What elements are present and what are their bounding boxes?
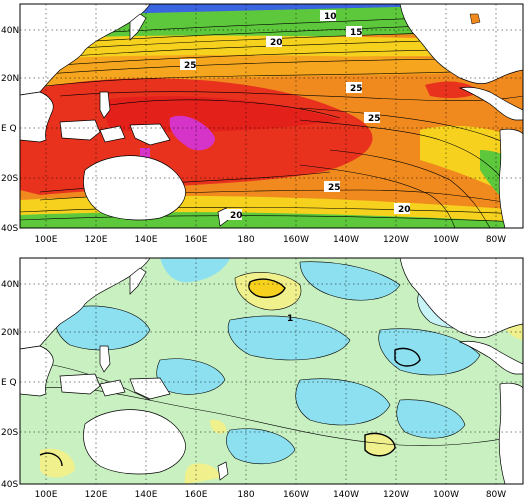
lat-tick: 40S: [1, 480, 18, 490]
lon-tick: 100W: [433, 490, 459, 500]
lat-tick: 40N: [1, 280, 19, 290]
bottom-land: [20, 258, 523, 484]
lon-tick: 140W: [333, 235, 359, 245]
bottom-contour-labels: 1: [287, 314, 293, 324]
lon-tick: 120W: [383, 490, 409, 500]
contour-label: 25: [328, 183, 341, 193]
contour-label: 20: [398, 205, 411, 215]
lat-tick: 20N: [1, 74, 19, 84]
lat-tick: 20N: [1, 328, 19, 338]
lon-tick: 180: [237, 490, 254, 500]
top-land: [20, 4, 523, 228]
lon-tick: 100E: [35, 235, 58, 245]
lat-tick: 20S: [1, 428, 18, 438]
lat-tick: E Q: [1, 378, 17, 388]
lon-tick: 80W: [486, 490, 506, 500]
lon-tick: 160E: [185, 490, 208, 500]
lon-tick: 120E: [85, 490, 108, 500]
bottom-lat-ticks: 40N 20N E Q 20S 40S: [1, 280, 19, 490]
lon-tick: 160W: [283, 490, 309, 500]
lon-tick: 160W: [283, 235, 309, 245]
bottom-map: 1 40N 20N E Q 20S 40S 100E 120E 140E 160…: [1, 257, 524, 500]
top-lon-ticks: 100E 120E 140E 160E 180 160W 140W 120W 1…: [35, 235, 507, 245]
top-lat-ticks: 40N 20N E Q 20S 40S: [1, 26, 19, 234]
top-gridlines: [20, 4, 523, 228]
contour-label: 20: [270, 38, 283, 48]
contour-label: 25: [350, 84, 363, 94]
lat-tick: 40N: [1, 26, 19, 36]
top-map: 10 15 20 25 25 25 25 20 20 40N 20N E Q 2…: [1, 3, 524, 245]
contour-label: 20: [230, 211, 243, 221]
lon-tick: 180: [237, 235, 254, 245]
lon-tick: 140W: [333, 490, 359, 500]
lon-tick: 80W: [486, 235, 506, 245]
contour-label: 15: [350, 28, 363, 38]
lon-tick: 140E: [135, 490, 158, 500]
top-map-panel: 10 15 20 25 25 25 25 20 20 40N 20N E Q 2…: [1, 3, 524, 245]
contour-label: 25: [184, 61, 197, 71]
lon-tick: 120W: [383, 235, 409, 245]
bottom-map-field: [20, 258, 523, 484]
bottom-lon-ticks: 100E 120E 140E 160E 180 160W 140W 120W 1…: [35, 490, 507, 500]
contour-label: 10: [324, 12, 337, 22]
top-map-frame: [19, 3, 524, 229]
lon-tick: 140E: [135, 235, 158, 245]
lon-tick: 160E: [185, 235, 208, 245]
lat-tick: 20S: [1, 174, 18, 184]
contour-label: 25: [368, 114, 381, 124]
lon-tick: 120E: [85, 235, 108, 245]
top-contour-labels: 10 15 20 25 25 25 25 20 20: [180, 10, 411, 221]
lon-tick: 100W: [433, 235, 459, 245]
bottom-map-panel: 1 40N 20N E Q 20S 40S 100E 120E 140E 160…: [0, 250, 527, 500]
bottom-map-frame: [19, 257, 524, 485]
bottom-gridlines: [20, 258, 523, 484]
lon-tick: 100E: [35, 490, 58, 500]
contour-label: 1: [287, 314, 293, 324]
lat-tick: E Q: [1, 124, 17, 134]
lat-tick: 40S: [1, 224, 18, 234]
